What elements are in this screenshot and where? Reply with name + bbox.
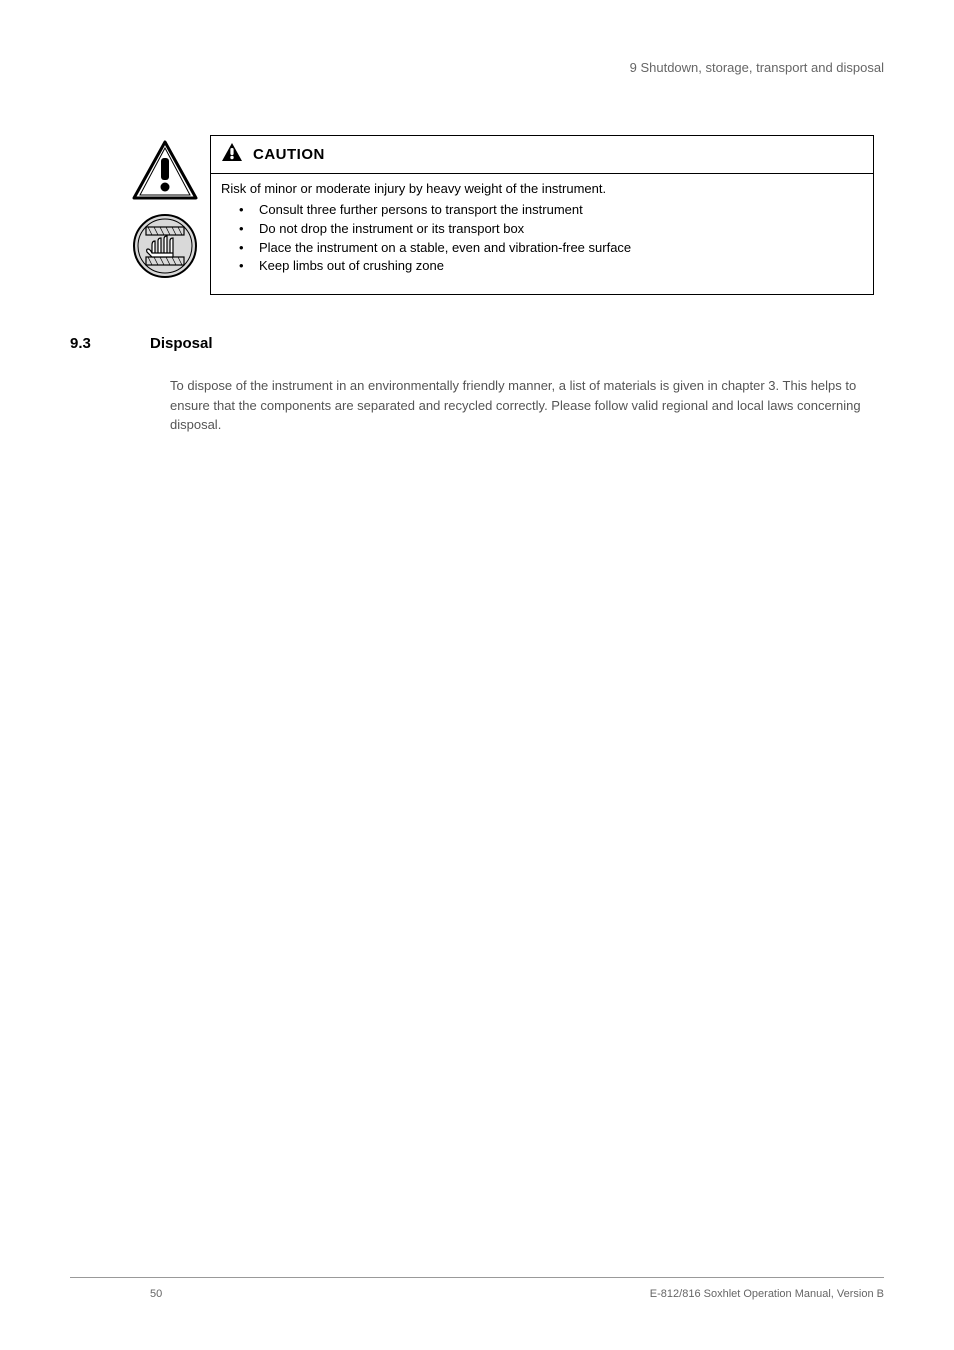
caution-bullet: Do not drop the instrument or its transp…	[239, 220, 863, 239]
caution-box: CAUTION Risk of minor or moderate injury…	[210, 135, 874, 295]
caution-risk-text: Risk of minor or moderate injury by heav…	[221, 180, 863, 199]
section-body: To dispose of the instrument in an envir…	[170, 376, 864, 435]
footer-doc-title: E-812/816 Soxhlet Operation Manual, Vers…	[650, 1288, 884, 1300]
footer-page-number: 50	[70, 1288, 162, 1300]
section-number: 9.3	[70, 335, 150, 352]
section-title: Disposal	[150, 335, 213, 352]
section-heading-row: 9.3 Disposal	[70, 335, 884, 352]
caution-title: CAUTION	[253, 146, 325, 163]
caution-body: Risk of minor or moderate injury by heav…	[211, 174, 873, 294]
caution-bullet: Consult three further persons to transpo…	[239, 201, 863, 220]
alert-triangle-icon	[221, 142, 243, 167]
warning-triangle-icon	[130, 135, 200, 205]
header-chapter: 9 Shutdown, storage, transport and dispo…	[70, 60, 884, 75]
crush-hazard-icon	[130, 211, 200, 281]
caution-block: CAUTION Risk of minor or moderate injury…	[130, 135, 874, 295]
caution-header: CAUTION	[211, 136, 873, 174]
caution-icon-column	[130, 135, 200, 295]
caution-bullet: Place the instrument on a stable, even a…	[239, 239, 863, 258]
page-footer: 50 E-812/816 Soxhlet Operation Manual, V…	[70, 1277, 884, 1300]
caution-bullet: Keep limbs out of crushing zone	[239, 257, 863, 276]
